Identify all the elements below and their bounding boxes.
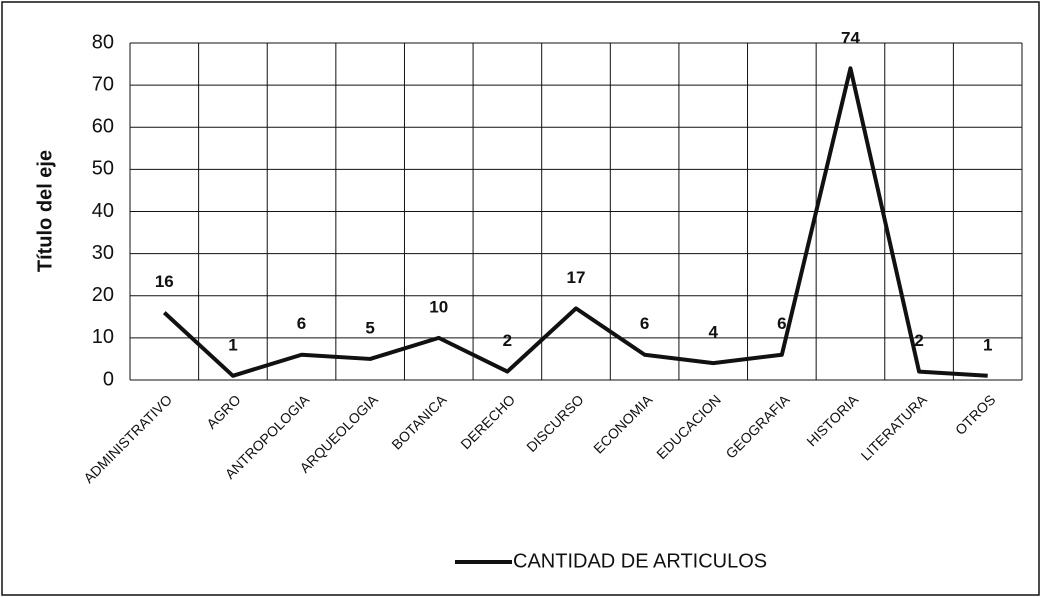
data-label: 74 <box>841 28 860 47</box>
data-line <box>162 66 988 378</box>
data-label: 6 <box>777 314 786 333</box>
data-label: 4 <box>708 323 718 342</box>
data-label: 1 <box>983 335 992 354</box>
y-tick-label: 40 <box>92 200 114 222</box>
data-label: 16 <box>155 272 174 291</box>
y-tick-label: 70 <box>92 73 114 95</box>
y-tick-label: 20 <box>92 284 114 306</box>
y-tick-label: 10 <box>92 326 114 348</box>
y-tick-label: 80 <box>92 31 114 53</box>
y-tick-label: 0 <box>103 368 114 390</box>
data-label: 10 <box>429 297 448 316</box>
data-label: 17 <box>567 268 586 287</box>
data-label: 2 <box>914 331 923 350</box>
data-label: 6 <box>297 314 306 333</box>
data-label: 2 <box>503 331 512 350</box>
data-label: 1 <box>228 335 237 354</box>
legend-label: CANTIDAD DE ARTICULOS <box>513 550 767 572</box>
y-tick-label: 50 <box>92 158 114 180</box>
data-label: 6 <box>640 314 649 333</box>
data-label: 5 <box>365 318 374 337</box>
y-axis-title: Título del eje <box>34 150 56 272</box>
y-tick-label: 60 <box>92 116 114 138</box>
y-tick-label: 30 <box>92 242 114 264</box>
